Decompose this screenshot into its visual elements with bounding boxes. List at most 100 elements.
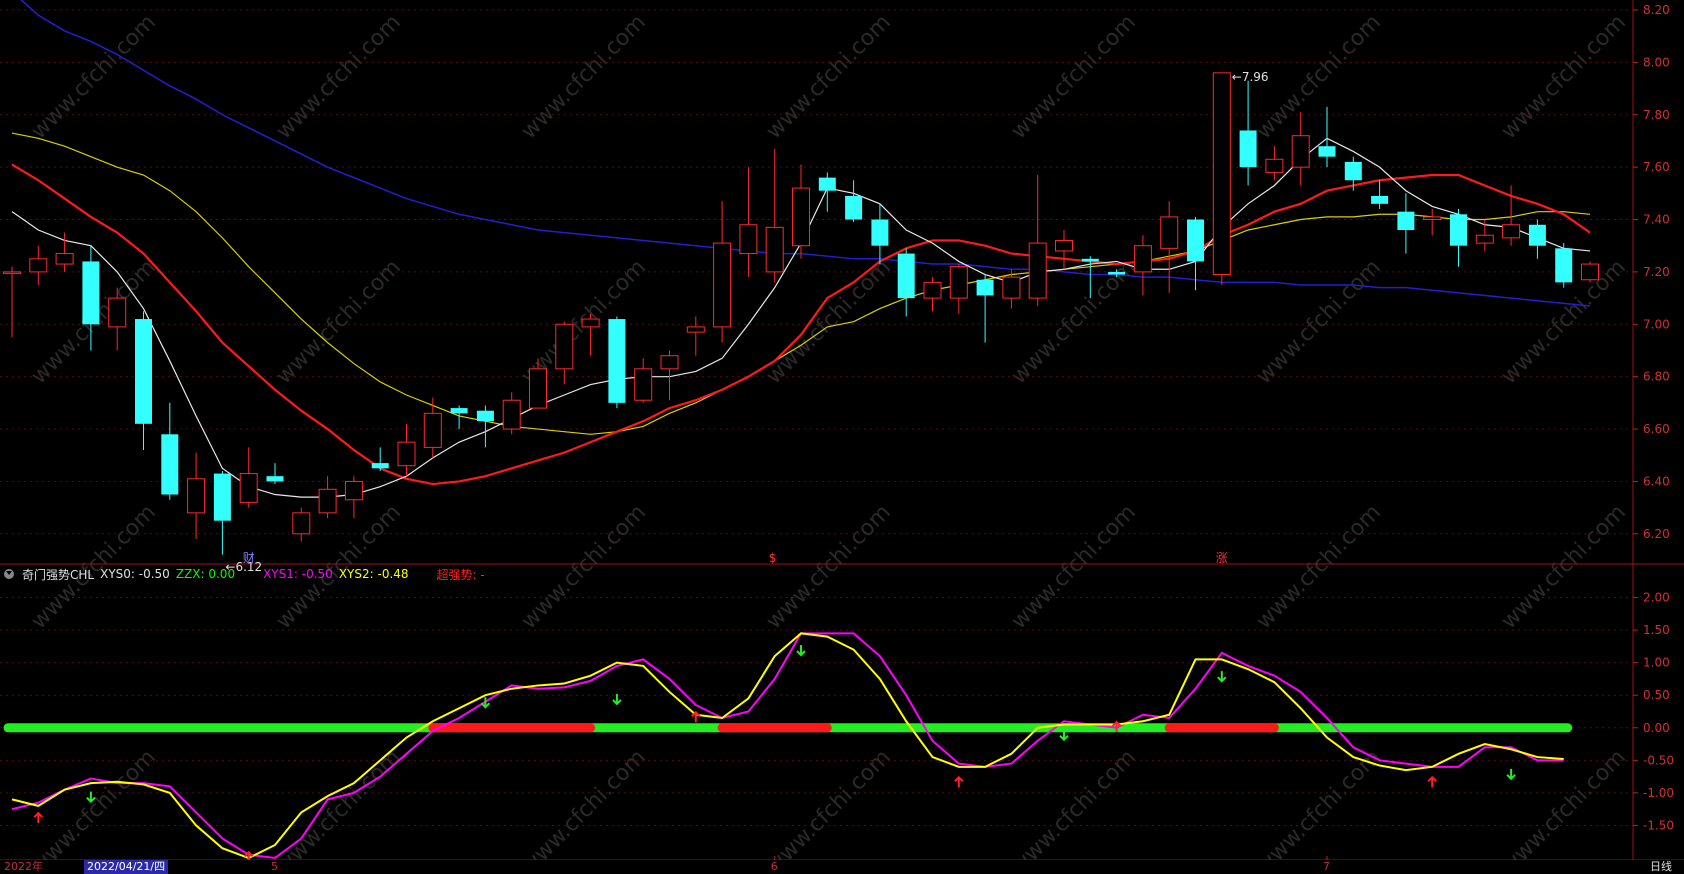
indicator-tick-label: 1.50 [1643, 623, 1670, 637]
candle-body [923, 281, 942, 299]
candle-body [686, 326, 705, 333]
candle-body [529, 368, 547, 409]
watermark-text: www.cfchi.com [1252, 500, 1386, 634]
period-label[interactable]: 日线 [1650, 860, 1672, 873]
up-arrow-icon [1111, 720, 1122, 732]
candle-body [266, 476, 284, 482]
legend-super-strong: 超强势: - [436, 567, 485, 582]
candle-body [239, 473, 258, 503]
down-arrow-icon [796, 645, 806, 657]
candle-body [1108, 271, 1126, 275]
watermark-text: www.cfchi.com [272, 745, 406, 874]
candle-body [1055, 239, 1073, 252]
indicator-tick-label: 0.50 [1643, 688, 1670, 702]
price-tick-label: 7.80 [1643, 108, 1670, 122]
indicator-tick-label: -1.50 [1643, 818, 1674, 832]
candle-body [1423, 216, 1442, 221]
price-tick-label: 7.00 [1643, 317, 1670, 331]
up-arrow-icon [1427, 775, 1437, 788]
candle-body [608, 319, 626, 403]
candle-body [344, 480, 363, 501]
legend-zzx: ZZX: 0.00 [175, 567, 236, 581]
price-tick-label: 7.40 [1643, 213, 1670, 227]
watermark-text: www.cfchi.com [1252, 255, 1386, 389]
watermark-text: www.cfchi.com [762, 500, 896, 634]
candle-body [792, 187, 810, 247]
candle-body [897, 253, 915, 299]
candle-body [187, 478, 206, 514]
watermark-text: www.cfchi.com [517, 10, 651, 144]
candle-body [713, 242, 732, 328]
xys1-line [11, 632, 1564, 860]
candle-body [818, 177, 836, 191]
watermark-text: www.cfchi.com [762, 10, 896, 144]
candle-body [3, 271, 21, 274]
watermark-text: www.cfchi.com [517, 745, 651, 874]
candle-body [1291, 135, 1310, 168]
indicator-tick-label: 1.00 [1643, 656, 1670, 670]
candle-body [1475, 234, 1494, 244]
price-tick-label: 6.40 [1643, 474, 1670, 488]
candle-body [502, 399, 521, 430]
price-tick-label: 6.20 [1643, 527, 1670, 541]
candle-body [581, 318, 600, 328]
month-tick: 5 [271, 860, 278, 873]
ma-yellow-line [11, 132, 1591, 435]
indicator-tick-label: 0.00 [1643, 721, 1670, 735]
price-tick-label: 7.20 [1643, 265, 1670, 279]
indicator-header: 奇门强势CHL XYS0: -0.50 ZZX: 0.00 XYS1: -0.5… [4, 566, 485, 582]
indicator-tick-label: -1.00 [1643, 786, 1674, 800]
xys2-line [11, 632, 1564, 860]
candle-body [660, 355, 679, 370]
event-marker: 财 [243, 551, 255, 565]
high-price-label: ←7.96 [1232, 70, 1269, 84]
price-tick-label: 7.60 [1643, 160, 1670, 174]
indicator-options-icon[interactable] [4, 569, 14, 579]
candle-body [1555, 248, 1573, 283]
candle-body [1239, 130, 1257, 168]
candle-body [213, 473, 231, 521]
candle-body [739, 224, 758, 255]
down-arrow-icon [612, 693, 622, 706]
candle-body [1371, 195, 1389, 204]
event-marker: 涨 [1216, 550, 1228, 565]
candle-body [1028, 242, 1047, 299]
candle-body [1344, 161, 1362, 181]
indicator-tick-label: -0.50 [1643, 753, 1674, 767]
year-label: 2022年 [4, 860, 43, 873]
watermark-text: www.cfchi.com [1497, 10, 1631, 144]
price-tick-label: 8.00 [1643, 55, 1670, 69]
candle-body [29, 258, 48, 273]
indicator-tick-label: 2.00 [1643, 591, 1670, 605]
candle-body [423, 412, 442, 448]
candle-body [1397, 211, 1415, 230]
candle-body [1265, 158, 1284, 173]
watermark-text: www.cfchi.com [1252, 10, 1386, 144]
candle-body [765, 226, 784, 273]
ma-red-line [11, 163, 1591, 486]
legend-xys0: XYS0: -0.50 [100, 567, 170, 581]
watermark-text: www.cfchi.com [1007, 745, 1141, 874]
watermark-text: www.cfchi.com [1497, 745, 1631, 874]
watermark-text: www.cfchi.com [1007, 10, 1141, 144]
candle-body [1502, 224, 1521, 239]
candle-body [1160, 216, 1179, 249]
month-tick: 6 [770, 860, 778, 873]
watermark-text: www.cfchi.com [1252, 745, 1386, 874]
watermark-text: www.cfchi.com [272, 255, 406, 389]
watermark-text: www.cfchi.com [517, 500, 651, 634]
month-tick: 7 [1323, 860, 1330, 873]
candle-body [976, 279, 994, 296]
candle-body [292, 512, 311, 535]
down-arrow-icon [1059, 729, 1069, 742]
up-arrow-icon [691, 710, 701, 723]
candle-body [1212, 72, 1231, 276]
candle-body [318, 488, 337, 514]
candle-body [82, 261, 100, 325]
price-tick-label: 8.20 [1643, 3, 1670, 17]
candle-body [1187, 219, 1204, 262]
low-price-label: ←6.12 [225, 560, 262, 574]
watermark-text: www.cfchi.com [27, 745, 161, 874]
cursor-date: 2022/04/21/四 [84, 860, 169, 874]
